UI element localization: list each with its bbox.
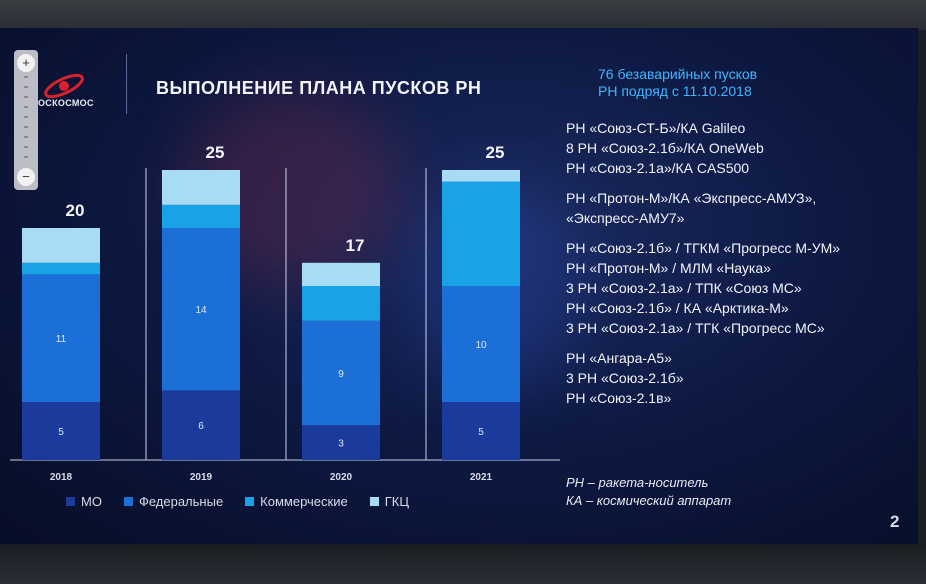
legend-item: МО [66, 494, 102, 509]
note-line: 3 РН «Союз-2.1а» / ТПК «Союз МС» [566, 280, 802, 296]
bar-segment [162, 204, 240, 228]
screen-bezel-bottom [0, 544, 926, 584]
legend-label: ГКЦ [384, 494, 409, 509]
zoom-slider[interactable] [24, 76, 28, 164]
bar-segment [162, 228, 240, 391]
legend-label: МО [81, 494, 102, 509]
zoom-control[interactable]: + − [14, 50, 38, 190]
bar-segment [442, 170, 520, 182]
category-label: 2021 [470, 472, 493, 483]
notes-group-2019: РН «Протон-М»/КА «Экспресс-АМУЗ», «Экспр… [566, 188, 840, 228]
highlight-line: РН подряд с 11.10.2018 [598, 83, 752, 99]
legend-swatch [66, 497, 75, 506]
legend-swatch [245, 497, 255, 506]
legend-swatch [123, 497, 133, 506]
bar-segment [442, 286, 520, 402]
notes-group-2018: РН «Союз-СТ-Б»/КА Galileo 8 РН «Союз-2.1… [566, 118, 840, 178]
note-line: РН «Протон-М»/КА «Экспресс-АМУЗ», [566, 190, 817, 206]
bar-segment-label: 6 [198, 421, 204, 432]
bar-segment [302, 425, 380, 460]
category-label: 2018 [50, 472, 73, 483]
legend-item: ГКЦ [369, 494, 409, 509]
slide-title: ВЫПОЛНЕНИЕ ПЛАНА ПУСКОВ РН [156, 78, 482, 98]
bar-segment-label: 3 [338, 439, 344, 450]
note-line: РН «Союз-2.1б» / ТГКМ «Прогресс М-УМ» [566, 240, 841, 256]
bar-segment [302, 286, 380, 321]
category-label: 2019 [190, 472, 213, 483]
page-number: 2 [890, 512, 900, 531]
definition-line: РН – ракета-носитель [566, 475, 709, 490]
chart-legend: МО Федеральные Коммерческие ГКЦ [66, 494, 431, 509]
stacked-bar-chart: 5 11 20 2018 6 14 25 2019 3 9 17 2020 5 10 25 2021 [10, 143, 560, 483]
abbreviation-definitions: РН – ракета-носитель КА – космический ап… [566, 474, 731, 510]
bar-segment-label: 9 [338, 369, 344, 380]
highlight-text: 76 безаварийных пусков РН подряд с 11.10… [598, 66, 757, 100]
note-line: 3 РН «Союз-2.1б» [566, 370, 684, 386]
bar-segment-label: 5 [58, 427, 64, 438]
legend-label: Коммерческие [260, 494, 348, 509]
note-line: РН «Союз-СТ-Б»/КА Galileo [566, 120, 746, 136]
logo-text: ОСКОСМОС [38, 98, 94, 108]
bar-segment [22, 262, 100, 275]
note-line: «Экспресс-АМУ7» [566, 210, 685, 226]
bar-segment [442, 181, 520, 286]
note-line: 8 РН «Союз-2.1б»/КА OneWeb [566, 140, 764, 156]
bar-segment-label: 5 [478, 427, 484, 438]
note-line: 3 РН «Союз-2.1а» / ТГК «Прогресс МС» [566, 320, 825, 336]
legend-item: Федеральные [123, 494, 224, 509]
note-line: РН «Протон-М» / МЛМ «Наука» [566, 260, 771, 276]
legend-swatch [369, 497, 379, 506]
bar-segment [22, 274, 100, 402]
legend-item: Коммерческие [245, 494, 348, 509]
notes-group-2020: РН «Союз-2.1б» / ТГКМ «Прогресс М-УМ» РН… [566, 238, 840, 338]
bar-total-label: 17 [346, 236, 365, 255]
bar-segment [442, 402, 520, 460]
bar-segment-label: 14 [195, 305, 207, 316]
bar-segment [162, 170, 240, 205]
bar-segment-label: 11 [56, 334, 67, 345]
bar-segment [302, 320, 380, 426]
note-line: РН «Ангара-А5» [566, 350, 672, 366]
note-line: РН «Союз-2.1б» / КА «Арктика-М» [566, 300, 789, 316]
definition-line: КА – космический аппарат [566, 493, 732, 508]
presentation-slide: + − ОСКОСМОС ВЫПОЛНЕНИЕ ПЛАНА ПУСКОВ РН … [0, 28, 918, 548]
category-label: 2020 [330, 472, 353, 483]
bar-segment [22, 228, 100, 263]
bar-total-label: 25 [206, 143, 225, 162]
bar-segment [162, 390, 240, 460]
launch-notes: РН «Союз-СТ-Б»/КА Galileo 8 РН «Союз-2.1… [566, 118, 840, 418]
bar-total-label: 20 [66, 201, 85, 220]
legend-label: Федеральные [138, 494, 224, 509]
note-line: РН «Союз-2.1в» [566, 390, 672, 406]
notes-group-2021: РН «Ангара-А5» 3 РН «Союз-2.1б» РН «Союз… [566, 348, 840, 408]
bar-segment [302, 262, 380, 286]
note-line: РН «Союз-2.1а»/КА CAS500 [566, 160, 750, 176]
bar-total-label: 25 [486, 143, 505, 162]
roscosmos-logo-icon [44, 73, 84, 99]
zoom-in-icon[interactable]: + [17, 54, 35, 72]
zoom-out-icon[interactable]: − [17, 168, 35, 186]
bar-segment [22, 402, 100, 460]
header-divider [126, 54, 127, 114]
bar-segment-label: 10 [475, 340, 487, 351]
screen-bezel-top [0, 0, 926, 30]
highlight-line: 76 безаварийных пусков [598, 66, 758, 82]
